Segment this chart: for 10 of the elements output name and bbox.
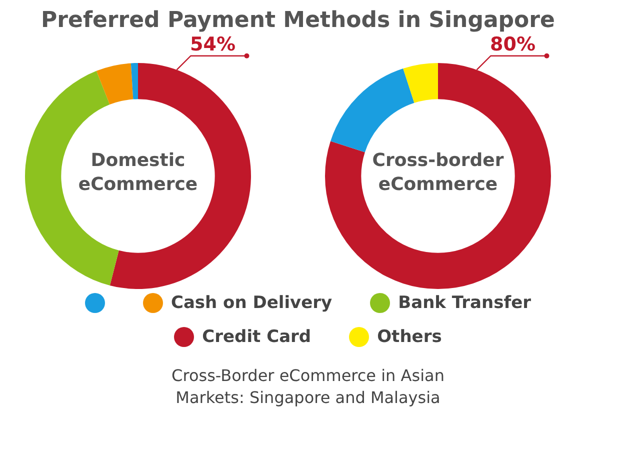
- legend-label: Credit Card: [202, 327, 312, 347]
- data-label: 54%: [190, 33, 236, 56]
- text: Cross-Border eCommerce in Asian Markets: Singapore and Malaysia: [170, 365, 446, 409]
- legend-label: Others: [377, 327, 442, 347]
- legend-label: Cash on Delivery: [170, 293, 332, 313]
- chart-title: Preferred Payment Methods in Singapore: [40, 8, 556, 33]
- legend-label: Bank Transfer: [398, 293, 532, 313]
- text: Cross-border eCommerce: [371, 149, 505, 197]
- text: Domestic eCommerce: [77, 149, 199, 197]
- data-label: 80%: [490, 33, 536, 56]
